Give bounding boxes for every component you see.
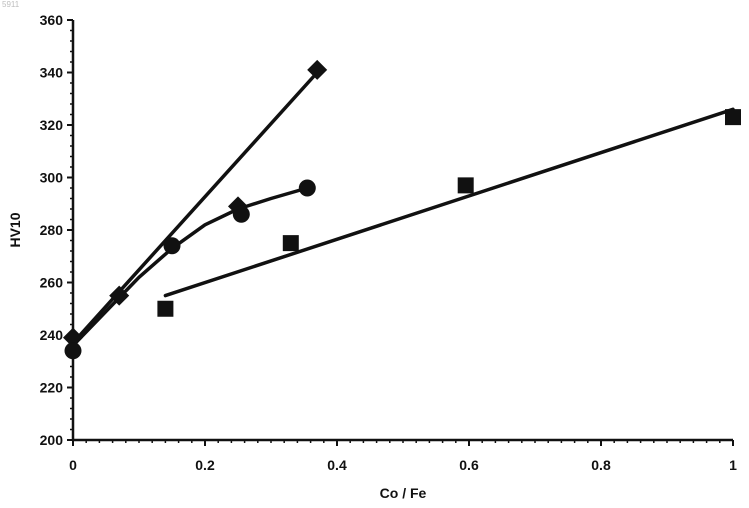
square-marker [458,177,474,193]
y-tick-label: 340 [40,65,64,81]
diamond-series-trend-line [73,73,317,343]
circle-marker [164,237,181,254]
y-tick-label: 240 [40,327,64,343]
x-tick-label: 0.6 [459,457,479,473]
circle-marker [299,180,316,197]
square-series-trend-line [165,109,733,295]
hardness-chart: 200 220 240 260 280 300 320 340 360 0 0.2 0.4 0.6 0.8… [0,0,749,508]
y-tick-label: 320 [40,117,64,133]
x-tick-label: 0 [69,457,77,473]
square-marker [283,235,299,251]
y-tick-label: 260 [40,275,64,291]
x-axis-title: Co / Fe [380,485,427,501]
axes [67,20,733,446]
y-tick-label: 300 [40,170,64,186]
x-tick-label: 0.2 [195,457,215,473]
y-axis-title: HV10 [7,212,23,247]
square-marker [725,109,741,125]
y-tick-label: 280 [40,222,64,238]
diamond-marker [307,60,327,80]
x-tick-label: 0.4 [327,457,347,473]
circle-marker [65,342,82,359]
x-tick-label: 1 [729,457,737,473]
y-tick-label: 360 [40,12,64,28]
tick-labels: 200 220 240 260 280 300 320 340 360 0 0.2 0.4 0.6 0.8… [40,12,737,473]
y-tick-label: 200 [40,432,64,448]
y-tick-label: 220 [40,380,64,396]
square-marker [157,301,173,317]
x-tick-label: 0.8 [591,457,611,473]
circle-marker [233,206,250,223]
data-markers [63,60,741,359]
